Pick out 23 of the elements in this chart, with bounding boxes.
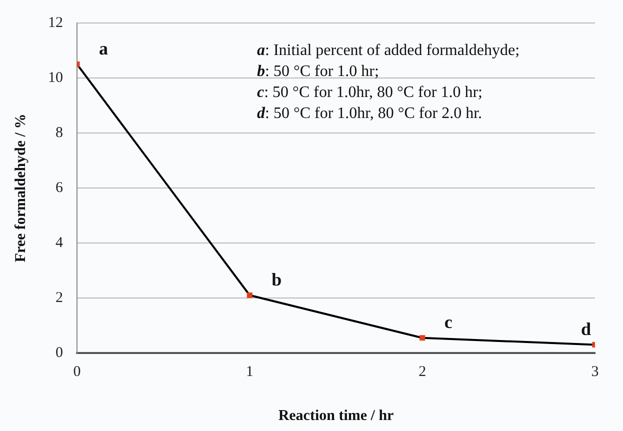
y-tick-label: 8 xyxy=(56,124,63,141)
x-axis-title: Reaction time / hr xyxy=(278,408,394,424)
point xyxy=(246,292,252,298)
x-tick-label: 3 xyxy=(591,364,599,380)
annotation: b: 50 °C for 1.0 hr; xyxy=(257,63,379,80)
y-tick-label: 10 xyxy=(48,70,63,86)
annotation: b xyxy=(272,269,282,290)
point xyxy=(420,335,426,341)
annotation: d: 50 °C for 1.0hr, 80 °C for 2.0 hr. xyxy=(257,105,482,122)
y-tick-label: 0 xyxy=(56,344,63,361)
annotation: a xyxy=(99,38,108,58)
annotation: d xyxy=(580,318,592,339)
annotation: a: Initial percent of added formaldehyde; xyxy=(257,42,520,59)
y-tick-label: 2 xyxy=(56,290,63,306)
x-tick-label: 0 xyxy=(73,364,81,380)
x-tick-label: 2 xyxy=(418,364,426,380)
y-tick-label: 4 xyxy=(56,234,64,251)
annotation: c: 50 °C for 1.0hr, 80 °C for 1.0 hr; xyxy=(257,84,482,101)
x-tick-label: 1 xyxy=(246,364,254,380)
y-tick-label: 12 xyxy=(48,14,63,31)
y-axis-title: Free formaldehyde / % xyxy=(12,114,29,262)
annotation: c xyxy=(444,312,452,332)
y-tick-label: 6 xyxy=(56,180,64,196)
